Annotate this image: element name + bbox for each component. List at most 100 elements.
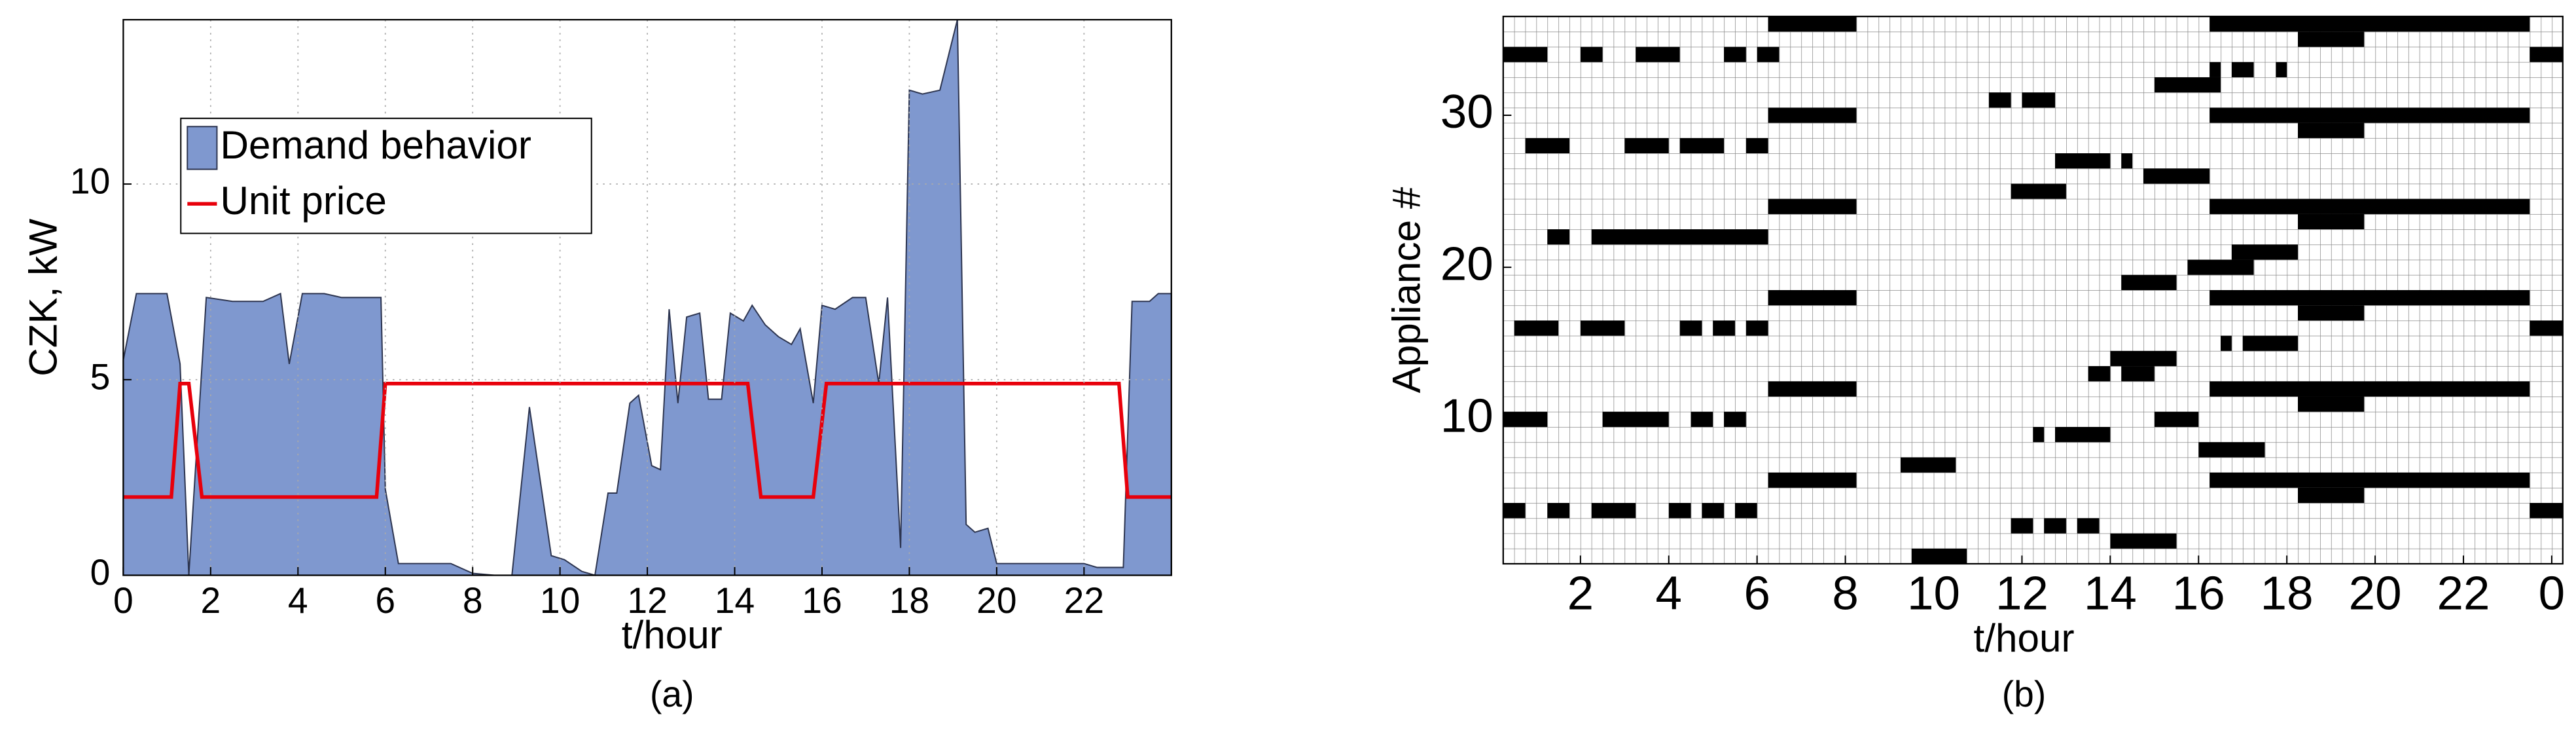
on-interval bbox=[1713, 320, 1735, 336]
on-interval bbox=[1768, 290, 1857, 306]
on-interval bbox=[1768, 381, 1857, 397]
y-tick-label: 10 bbox=[1440, 390, 1494, 443]
on-interval bbox=[1679, 138, 1725, 154]
on-interval bbox=[2022, 92, 2056, 108]
chart-a: 0 2 4 6 8 10 12 14 16 18 20 22 0 5 10 Demand behavior Un… bbox=[20, 18, 1172, 714]
x-tick-label: 10 bbox=[540, 580, 580, 621]
x-tick-label: 14 bbox=[2084, 566, 2137, 619]
x-tick-label: 12 bbox=[627, 580, 667, 621]
on-interval bbox=[2231, 244, 2299, 260]
on-interval bbox=[2298, 31, 2365, 47]
x-tick-label: 6 bbox=[375, 580, 395, 621]
on-interval bbox=[1503, 411, 1548, 427]
on-interval bbox=[1900, 457, 1956, 473]
caption: (a) bbox=[650, 674, 694, 714]
on-interval bbox=[1757, 46, 1780, 62]
on-interval bbox=[1624, 138, 1669, 154]
on-interval bbox=[2209, 198, 2530, 214]
x-tick-label: 12 bbox=[1995, 566, 2048, 619]
on-interval bbox=[2110, 350, 2177, 367]
on-interval bbox=[1580, 320, 1625, 336]
on-interval bbox=[1724, 411, 1746, 427]
on-interval bbox=[1768, 472, 1857, 488]
on-interval bbox=[2088, 366, 2111, 382]
legend-label: Demand behavior bbox=[220, 122, 531, 167]
plot-frame bbox=[122, 18, 1172, 576]
plot-frame bbox=[1502, 15, 2564, 565]
legend-swatch bbox=[187, 126, 218, 170]
on-interval bbox=[2110, 533, 2177, 549]
on-interval bbox=[2209, 472, 2530, 488]
x-tick-label: 0 bbox=[2539, 566, 2565, 619]
on-interval bbox=[1668, 503, 1691, 519]
on-interval bbox=[2231, 62, 2254, 77]
on-interval bbox=[2011, 518, 2033, 534]
on-interval bbox=[1768, 198, 1857, 214]
x-tick-label: 6 bbox=[1744, 566, 1770, 619]
on-interval bbox=[2209, 16, 2530, 32]
x-tick-label: 22 bbox=[1064, 580, 1104, 621]
x-axis-label: t/hour bbox=[622, 612, 723, 657]
x-tick-label: 16 bbox=[802, 580, 842, 621]
x-tick-label: 16 bbox=[2172, 566, 2225, 619]
on-interval bbox=[2121, 366, 2155, 382]
on-interval bbox=[2298, 213, 2365, 230]
on-interval bbox=[2011, 183, 2066, 199]
x-tick-label: 2 bbox=[200, 580, 221, 621]
on-interval bbox=[1580, 46, 1603, 62]
x-axis-label: t/hour bbox=[1973, 616, 2074, 660]
on-interval bbox=[1768, 16, 1857, 32]
x-tick-label: 10 bbox=[1907, 566, 1960, 619]
on-interval bbox=[2055, 153, 2111, 169]
on-interval bbox=[1514, 320, 1559, 336]
on-interval bbox=[1503, 46, 1548, 62]
on-interval bbox=[2044, 518, 2066, 534]
x-tick-label: 20 bbox=[2349, 566, 2402, 619]
on-interval bbox=[2077, 518, 2100, 534]
on-interval bbox=[1547, 229, 1569, 245]
on-interval bbox=[2209, 107, 2530, 123]
on-interval bbox=[2121, 274, 2177, 291]
x-tick-label: 0 bbox=[113, 580, 134, 621]
y-tick-label: 10 bbox=[70, 161, 110, 202]
on-interval bbox=[2298, 396, 2365, 412]
on-interval bbox=[2143, 168, 2210, 184]
on-interval bbox=[2187, 259, 2254, 275]
on-interval bbox=[1636, 46, 1680, 62]
on-interval bbox=[2220, 335, 2232, 351]
on-interval bbox=[1724, 46, 1746, 62]
on-interval bbox=[1503, 503, 1526, 519]
on-interval bbox=[2209, 290, 2530, 306]
on-interval bbox=[2209, 62, 2221, 77]
x-tick-label: 18 bbox=[889, 580, 929, 621]
on-interval bbox=[1547, 503, 1569, 519]
on-interval bbox=[2298, 305, 2365, 321]
legend-box bbox=[180, 117, 592, 234]
x-tick-label: 14 bbox=[715, 580, 755, 621]
on-interval bbox=[1591, 503, 1636, 519]
on-interval bbox=[2055, 426, 2111, 443]
on-interval bbox=[2242, 335, 2299, 351]
on-interval bbox=[1690, 411, 1713, 427]
x-tick-label: 20 bbox=[976, 580, 1016, 621]
chart-b: 2 4 6 8 10 12 14 16 18 20 22 0 10 20 30 Appliance # t/ho… bbox=[1384, 15, 2565, 714]
x-tick-label: 2 bbox=[1567, 566, 1594, 619]
on-interval bbox=[1525, 138, 1569, 154]
y-tick-label: 20 bbox=[1440, 237, 1494, 290]
on-interval bbox=[1911, 548, 1967, 564]
legend-label: Unit price bbox=[220, 178, 386, 223]
on-interval bbox=[2298, 487, 2365, 504]
on-interval bbox=[2530, 320, 2563, 336]
on-interval bbox=[2033, 426, 2045, 443]
on-interval bbox=[2121, 153, 2133, 169]
on-interval bbox=[1679, 320, 1702, 336]
on-interval bbox=[2530, 46, 2563, 62]
on-interval bbox=[1602, 411, 1669, 427]
on-interval bbox=[1988, 92, 2011, 108]
on-interval bbox=[2154, 77, 2221, 93]
on-interval bbox=[1745, 138, 1768, 154]
y-tick-label: 30 bbox=[1440, 85, 1494, 138]
on-interval bbox=[1702, 503, 1725, 519]
on-interval bbox=[2530, 503, 2563, 519]
on-interval bbox=[2298, 122, 2365, 138]
